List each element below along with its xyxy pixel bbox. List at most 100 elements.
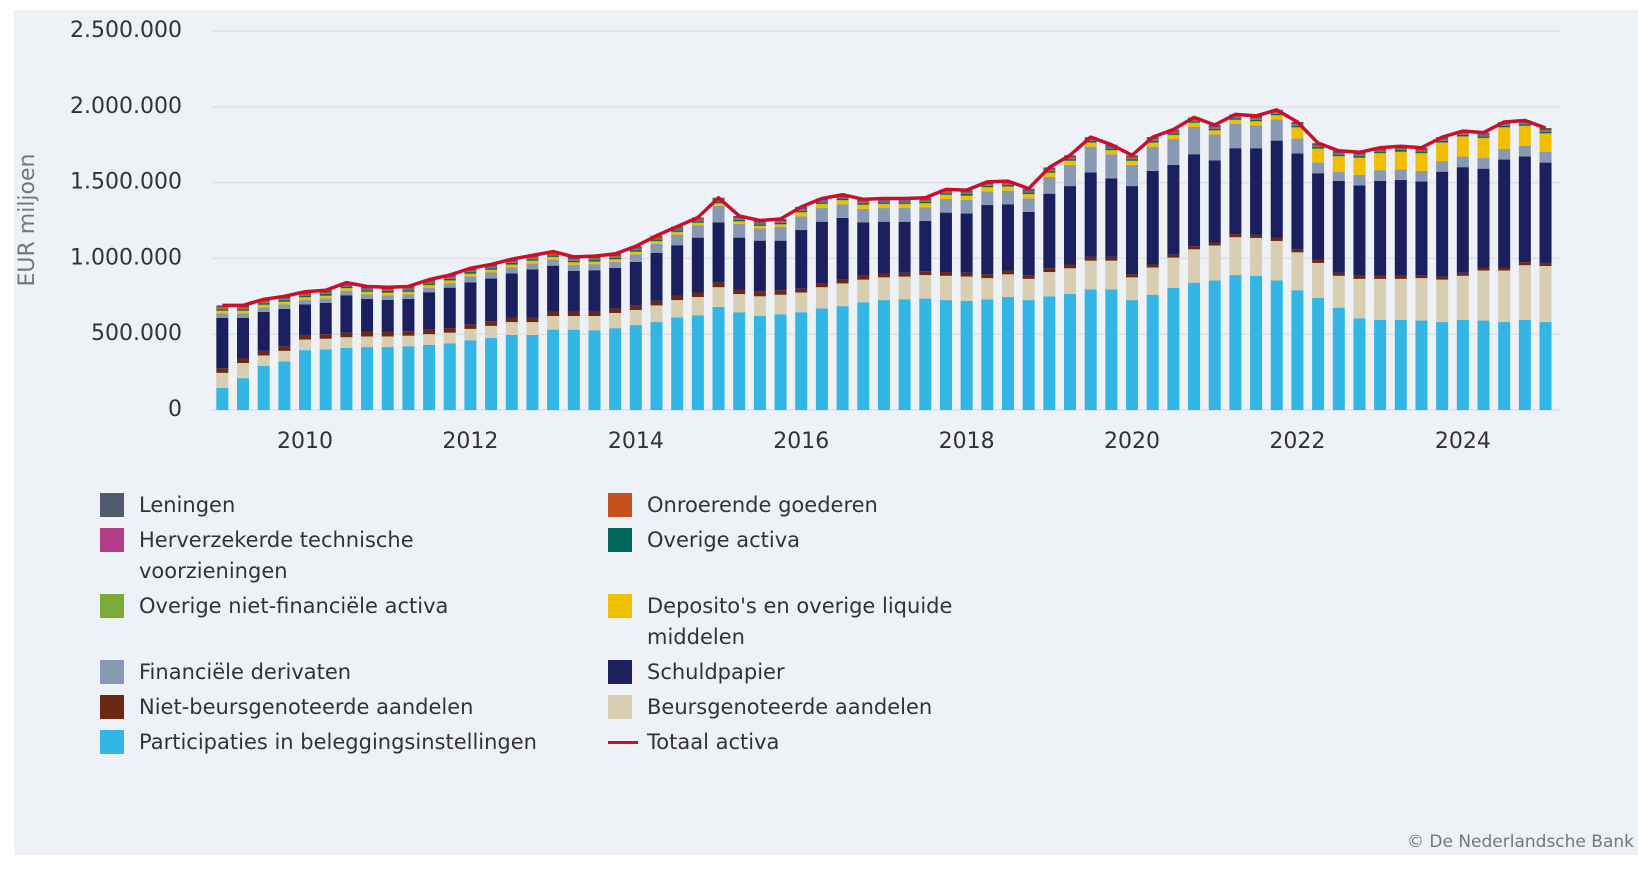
legend-item: Overige niet-financiële activa bbox=[100, 591, 608, 653]
bar-segment bbox=[1064, 264, 1077, 269]
bar-segment bbox=[1456, 167, 1469, 273]
bar-segment bbox=[567, 316, 580, 330]
legend-marker bbox=[100, 528, 124, 552]
bar-segment bbox=[712, 205, 725, 223]
bar-segment bbox=[609, 308, 622, 313]
bar-segment bbox=[795, 212, 808, 217]
bar-segment bbox=[257, 355, 270, 367]
bar-segment bbox=[1518, 319, 1531, 410]
bar-segment bbox=[588, 311, 601, 317]
bar-segment bbox=[1064, 268, 1077, 295]
bar-segment bbox=[1477, 168, 1490, 268]
bar-segment bbox=[257, 307, 270, 312]
y-tick-label: 0 bbox=[168, 397, 182, 422]
y-tick-label: 1.000.000 bbox=[70, 245, 182, 270]
bar-segment bbox=[257, 366, 270, 410]
bar-segment bbox=[464, 340, 477, 410]
bar-segment bbox=[423, 285, 436, 288]
bar-segment bbox=[1001, 274, 1014, 298]
bar-segment bbox=[485, 337, 498, 410]
bar-segment bbox=[1167, 164, 1180, 255]
x-tick-label: 2012 bbox=[442, 429, 498, 454]
bar-segment bbox=[1022, 275, 1035, 279]
bar-segment bbox=[1374, 151, 1387, 154]
bar-segment bbox=[1270, 112, 1283, 114]
bar-segment bbox=[547, 259, 560, 266]
bar-segment bbox=[795, 312, 808, 410]
bar-segment bbox=[1229, 116, 1242, 118]
bar-segment bbox=[1126, 159, 1139, 161]
bar-segment bbox=[1518, 126, 1531, 146]
bar-segment bbox=[1539, 322, 1552, 410]
bar-segment bbox=[1229, 120, 1242, 124]
legend-item: Niet-beursgenoteerde aandelen bbox=[100, 692, 608, 723]
bar-segment bbox=[815, 221, 828, 284]
bar-segment bbox=[216, 311, 229, 314]
bar-segment bbox=[278, 350, 291, 362]
bar-segment bbox=[609, 257, 622, 260]
legend-marker bbox=[100, 493, 124, 517]
bar-segment bbox=[774, 240, 787, 291]
bar-segment bbox=[299, 339, 312, 351]
bar-segment bbox=[836, 204, 849, 218]
bar-segment bbox=[650, 300, 663, 306]
bar-segment bbox=[1001, 190, 1014, 205]
bar-segment bbox=[774, 290, 787, 295]
bar-segment bbox=[1229, 123, 1242, 149]
bar-segment bbox=[216, 317, 229, 369]
bar-segment bbox=[526, 261, 539, 264]
bar-segment bbox=[443, 332, 456, 344]
bar-segment bbox=[919, 203, 932, 208]
bar-segment bbox=[836, 306, 849, 410]
bar-segment bbox=[1394, 169, 1407, 181]
bar-segment bbox=[402, 288, 415, 290]
bar-segment bbox=[1332, 171, 1345, 181]
bar-segment bbox=[609, 256, 622, 258]
bar-segment bbox=[1477, 267, 1490, 271]
bar-segment bbox=[1498, 127, 1511, 149]
bar-segment bbox=[733, 223, 746, 238]
bar-segment bbox=[526, 257, 539, 259]
bar-segment bbox=[340, 290, 353, 296]
bar-segment bbox=[588, 330, 601, 410]
legend-item: Participaties in beleggingsinstellingen bbox=[100, 727, 608, 758]
bar-segment bbox=[381, 299, 394, 332]
bar-segment bbox=[1022, 211, 1035, 276]
bar-segment bbox=[1064, 159, 1077, 161]
bar-segment bbox=[381, 289, 394, 291]
bar-segment bbox=[361, 288, 374, 290]
bar-segment bbox=[464, 324, 477, 329]
bar-segment bbox=[712, 306, 725, 410]
legend-marker bbox=[608, 493, 632, 517]
bar-segment bbox=[1146, 294, 1159, 410]
bar-segment bbox=[423, 329, 436, 335]
bar-segment bbox=[629, 305, 642, 310]
bar-segment bbox=[1043, 171, 1056, 173]
bar-segment bbox=[588, 261, 601, 265]
bar-segment bbox=[237, 311, 250, 314]
bar-segment bbox=[939, 300, 952, 410]
bar-segment bbox=[836, 217, 849, 280]
legend-label: Overige niet-financiële activa bbox=[139, 594, 449, 618]
bar-segment bbox=[1291, 124, 1304, 126]
bar-segment bbox=[919, 201, 932, 204]
bar-segment bbox=[650, 305, 663, 323]
bar-segment bbox=[960, 193, 973, 196]
bar-segment bbox=[299, 299, 312, 305]
bar-segment bbox=[650, 239, 663, 241]
bar-segment bbox=[960, 195, 973, 200]
bar-segment bbox=[1436, 142, 1449, 162]
bar-segment bbox=[981, 299, 994, 410]
bar-segment bbox=[1208, 160, 1221, 243]
bar-segment bbox=[919, 207, 932, 221]
bar-segment bbox=[919, 220, 932, 272]
bar-segment bbox=[1270, 115, 1283, 120]
bar-segment bbox=[1146, 140, 1159, 143]
bar-segment bbox=[753, 240, 766, 292]
bar-segment bbox=[1208, 128, 1221, 131]
bar-segment bbox=[237, 363, 250, 379]
bar-segment bbox=[1084, 140, 1097, 143]
bar-segment bbox=[319, 295, 332, 299]
bar-segment bbox=[278, 361, 291, 410]
bar-segment bbox=[1188, 249, 1201, 283]
